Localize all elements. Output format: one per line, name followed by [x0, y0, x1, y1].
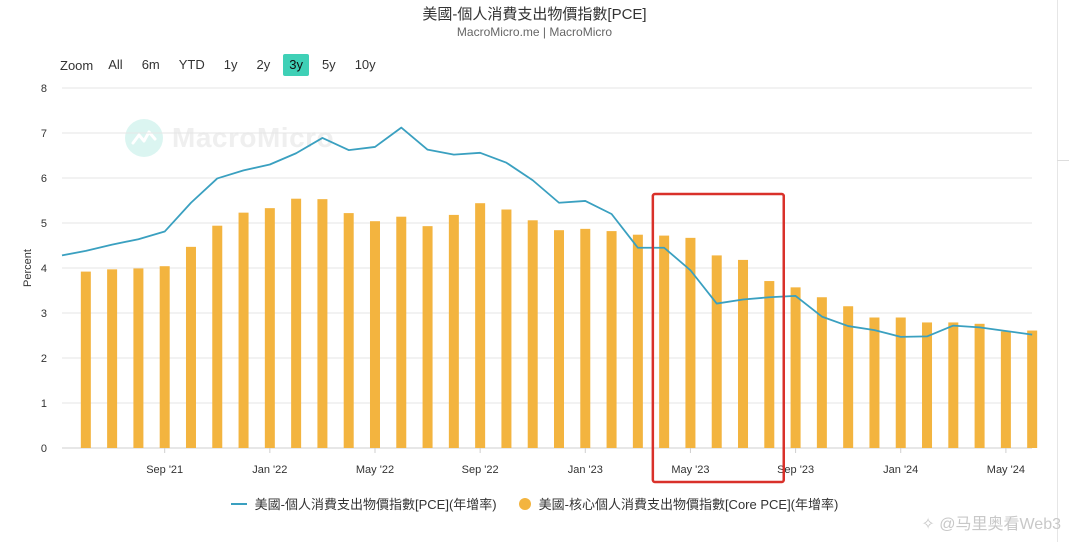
range-button-ytd[interactable]: YTD	[178, 57, 205, 72]
x-tick-label: May '24	[987, 464, 1025, 476]
bar	[343, 213, 354, 448]
bar	[843, 306, 854, 448]
bar	[685, 237, 696, 448]
x-tick-label: Jan '23	[568, 464, 603, 476]
chart-subtitle: MacroMicro.me | MacroMicro	[456, 25, 613, 39]
legend-item-core-pce[interactable]: 美國-核心個人消費支出物價指數[Core PCE](年增率)	[518, 494, 839, 513]
bar	[80, 271, 91, 448]
bar	[816, 297, 827, 448]
range-selector: Zoom All 6m YTD 1y 2y 3y 5y 10y	[60, 54, 389, 76]
y-tick-label: 8	[41, 83, 47, 95]
y-tick-label: 1	[41, 398, 47, 410]
y-tick-label: 0	[41, 443, 47, 455]
x-tick-label: May '23	[671, 464, 709, 476]
bar	[764, 281, 775, 448]
bar	[238, 212, 249, 448]
zoom-label: Zoom	[60, 57, 94, 73]
range-button-3y[interactable]: 3y	[283, 54, 309, 76]
bar	[212, 225, 223, 448]
y-tick-label: 2	[41, 353, 47, 365]
right-panel-tick	[1057, 160, 1069, 161]
bar	[738, 259, 749, 448]
bar	[107, 269, 118, 448]
legend-label-pce: 美國-個人消費支出物價指數[PCE](年增率)	[254, 497, 497, 512]
bar	[369, 221, 380, 448]
bar	[580, 228, 591, 448]
range-button-5y[interactable]: 5y	[321, 57, 336, 72]
bar	[869, 317, 880, 448]
bar	[606, 231, 617, 448]
legend-line-swatch	[230, 502, 247, 505]
bar	[895, 317, 906, 448]
pce-line	[61, 126, 1033, 338]
bar	[185, 246, 196, 448]
highlight-box	[651, 192, 786, 484]
y-tick-label: 7	[41, 128, 47, 140]
bar	[922, 322, 933, 448]
bar	[475, 203, 486, 448]
bar	[711, 255, 722, 448]
range-button-all[interactable]: All	[108, 57, 123, 72]
range-button-6m[interactable]: 6m	[141, 57, 160, 72]
y-tick-label: 3	[41, 308, 47, 320]
x-tick-label: Jan '24	[883, 464, 918, 476]
y-axis-title: Percent	[22, 249, 34, 287]
bar	[948, 322, 959, 448]
y-tick-label: 6	[41, 173, 47, 185]
bar	[291, 198, 302, 448]
range-button-1y[interactable]: 1y	[223, 57, 238, 72]
weibo-icon: ✧	[921, 516, 940, 533]
y-tick-label: 4	[41, 263, 47, 275]
bar	[974, 323, 985, 448]
bar	[396, 216, 407, 448]
x-tick-label: May '22	[356, 464, 394, 476]
bar	[790, 287, 801, 448]
bar	[501, 209, 512, 448]
legend-dot-swatch	[518, 497, 531, 510]
x-tick-label: Jan '22	[252, 464, 287, 476]
chart-title: 美國-個人消費支出物價指數[PCE]	[422, 6, 647, 23]
x-tick-label: Sep '21	[146, 464, 183, 476]
bar	[527, 220, 538, 448]
corner-watermark: ✧ @马里奥看Web3	[921, 510, 1061, 534]
bar	[659, 235, 670, 448]
range-button-2y[interactable]: 2y	[256, 57, 271, 72]
corner-watermark-text: @马里奥看Web3	[939, 516, 1061, 533]
x-tick-label: Sep '23	[777, 464, 814, 476]
chart-legend: 美國-個人消費支出物價指數[PCE](年增率) 美國-核心個人消費支出物價指數[…	[0, 494, 1069, 513]
legend-label-core-pce: 美國-核心個人消費支出物價指數[Core PCE](年增率)	[538, 497, 839, 512]
right-panel-border	[1057, 0, 1058, 542]
bar	[448, 214, 459, 448]
legend-item-pce[interactable]: 美國-個人消費支出物價指數[PCE](年增率)	[230, 494, 497, 513]
x-tick-label: Sep '22	[462, 464, 499, 476]
bar	[317, 199, 328, 448]
range-button-10y[interactable]: 10y	[354, 57, 376, 72]
bar	[1000, 331, 1011, 448]
bar	[264, 208, 275, 448]
bar	[554, 230, 564, 448]
macromicro-logo-icon	[125, 119, 163, 157]
bar	[133, 268, 144, 448]
bar	[422, 226, 433, 448]
y-tick-label: 5	[41, 218, 47, 230]
bar	[632, 234, 643, 448]
bar	[1027, 330, 1038, 448]
bar	[159, 266, 170, 448]
